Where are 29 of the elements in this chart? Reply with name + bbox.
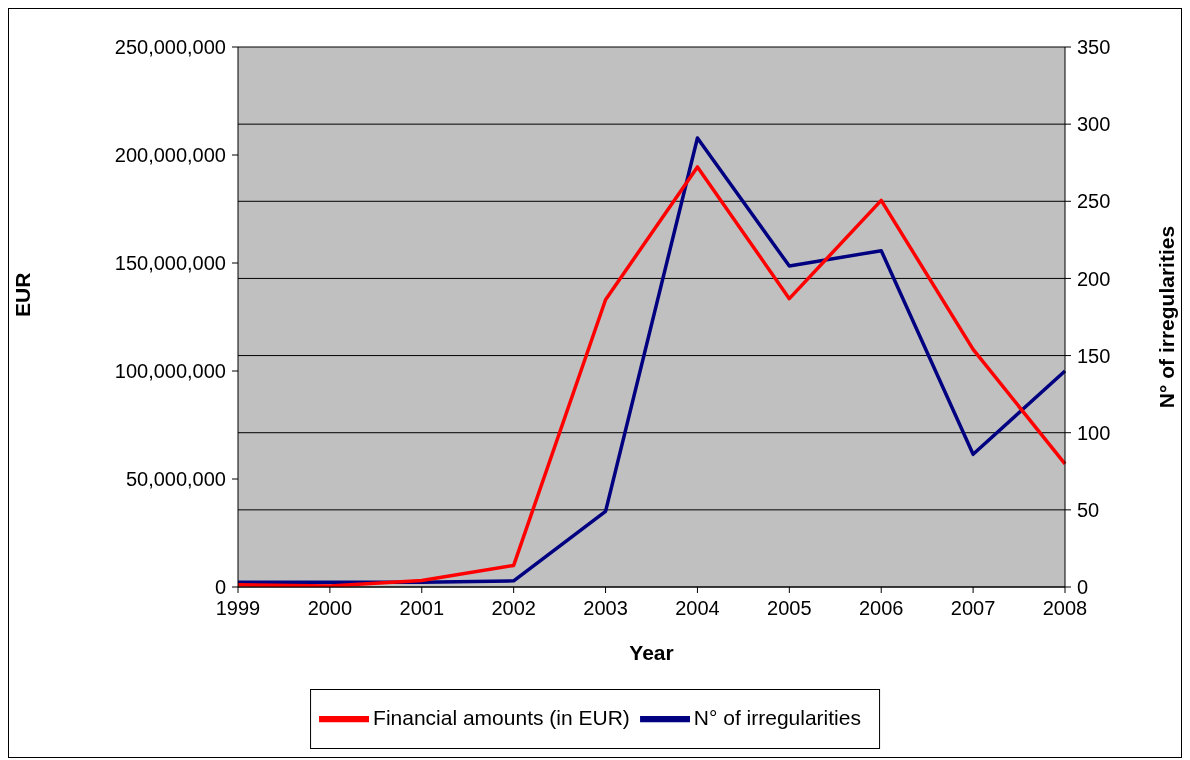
y-tick-label: 150,000,000 xyxy=(114,252,226,275)
y2-tick-label: 350 xyxy=(1077,36,1111,59)
y2-tick-label: 150 xyxy=(1077,344,1111,367)
x-tick-label: 1999 xyxy=(215,597,261,620)
x-tick-label: 2004 xyxy=(675,597,720,620)
y-axis-title: EUR xyxy=(11,272,35,317)
y-tick-label: 0 xyxy=(214,576,226,599)
legend-label: N° of irregularities xyxy=(693,705,861,729)
x-tick-label: 2007 xyxy=(950,597,996,620)
x-tick-label: 2006 xyxy=(858,597,904,620)
x-tick-label: 2005 xyxy=(767,597,812,620)
x-tick-label: 2002 xyxy=(491,597,536,620)
x-tick-label: 2000 xyxy=(307,597,353,620)
x-tick-label: 2003 xyxy=(583,597,628,620)
y2-tick-label: 0 xyxy=(1077,576,1089,599)
y-tick-label: 100,000,000 xyxy=(114,360,226,383)
y-tick-label: 200,000,000 xyxy=(114,144,226,167)
x-tick-label: 2008 xyxy=(1042,597,1088,620)
y2-tick-label: 300 xyxy=(1077,113,1111,136)
y2-tick-label: 200 xyxy=(1077,267,1111,290)
y-tick-label: 250,000,000 xyxy=(114,36,226,59)
y2-tick-label: 100 xyxy=(1077,421,1111,444)
y-tick-label: 50,000,000 xyxy=(125,468,226,491)
x-tick-label: 2001 xyxy=(399,597,445,620)
y2-tick-label: 50 xyxy=(1077,498,1100,521)
y2-tick-label: 250 xyxy=(1077,190,1111,213)
y2-axis-title: N° of irregularities xyxy=(1155,225,1179,409)
x-axis-title: Year xyxy=(629,640,674,664)
legend-label: Financial amounts (in EUR) xyxy=(373,705,630,729)
